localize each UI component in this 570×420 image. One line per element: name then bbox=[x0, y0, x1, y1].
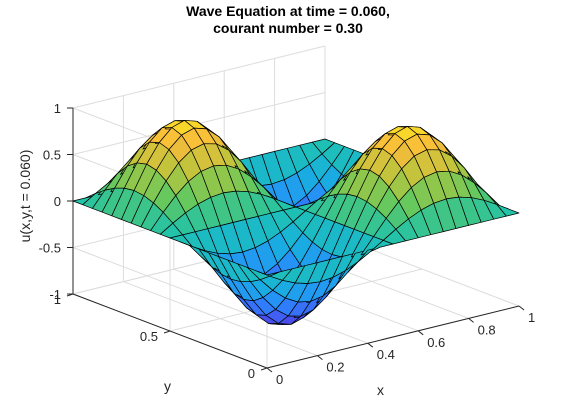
back-wall-grid-line-z bbox=[72, 45, 326, 109]
z-axis-label: u(x,y,t = 0.060) bbox=[17, 150, 33, 243]
y-tick-label: 0.5 bbox=[140, 329, 158, 344]
surface-mesh bbox=[72, 119, 520, 326]
x-tick-label: 1 bbox=[528, 310, 535, 325]
x-tick-mark bbox=[317, 355, 323, 360]
side-wall-grid-line-z bbox=[72, 247, 268, 322]
x-tick-mark bbox=[367, 342, 374, 348]
z-tick-label: 0.5 bbox=[43, 148, 61, 163]
x-axis-line bbox=[266, 305, 520, 369]
chart-title-line-1: Wave Equation at time = 0.060, bbox=[186, 3, 390, 19]
x-tick-mark bbox=[266, 367, 273, 373]
y-tick-label: 0 bbox=[248, 366, 255, 381]
z-tick-label: 0 bbox=[54, 194, 61, 209]
x-axis-label: x bbox=[377, 382, 384, 398]
x-tick-mark bbox=[518, 305, 525, 311]
x-tick-mark bbox=[468, 318, 474, 323]
chart-title-line-2: courant number = 0.30 bbox=[213, 20, 363, 36]
y-tick-mark bbox=[163, 330, 171, 334]
x-tick-label: 0.8 bbox=[478, 322, 496, 337]
z-tick-label: 1 bbox=[54, 101, 61, 116]
x-tick-mark bbox=[417, 330, 424, 336]
x-tick-label: 0 bbox=[276, 372, 283, 387]
z-tick-label: -0.5 bbox=[39, 241, 61, 256]
z-tick-label: -1 bbox=[49, 287, 61, 302]
y-axis-label: y bbox=[164, 378, 171, 394]
y-tick-mark bbox=[260, 367, 268, 371]
surface-patch bbox=[496, 204, 520, 217]
x-tick-label: 0.6 bbox=[427, 335, 445, 350]
y-tick-label: 1 bbox=[54, 292, 61, 307]
x-tick-label: 0.2 bbox=[326, 360, 344, 375]
x-tick-label: 0.4 bbox=[377, 347, 395, 362]
